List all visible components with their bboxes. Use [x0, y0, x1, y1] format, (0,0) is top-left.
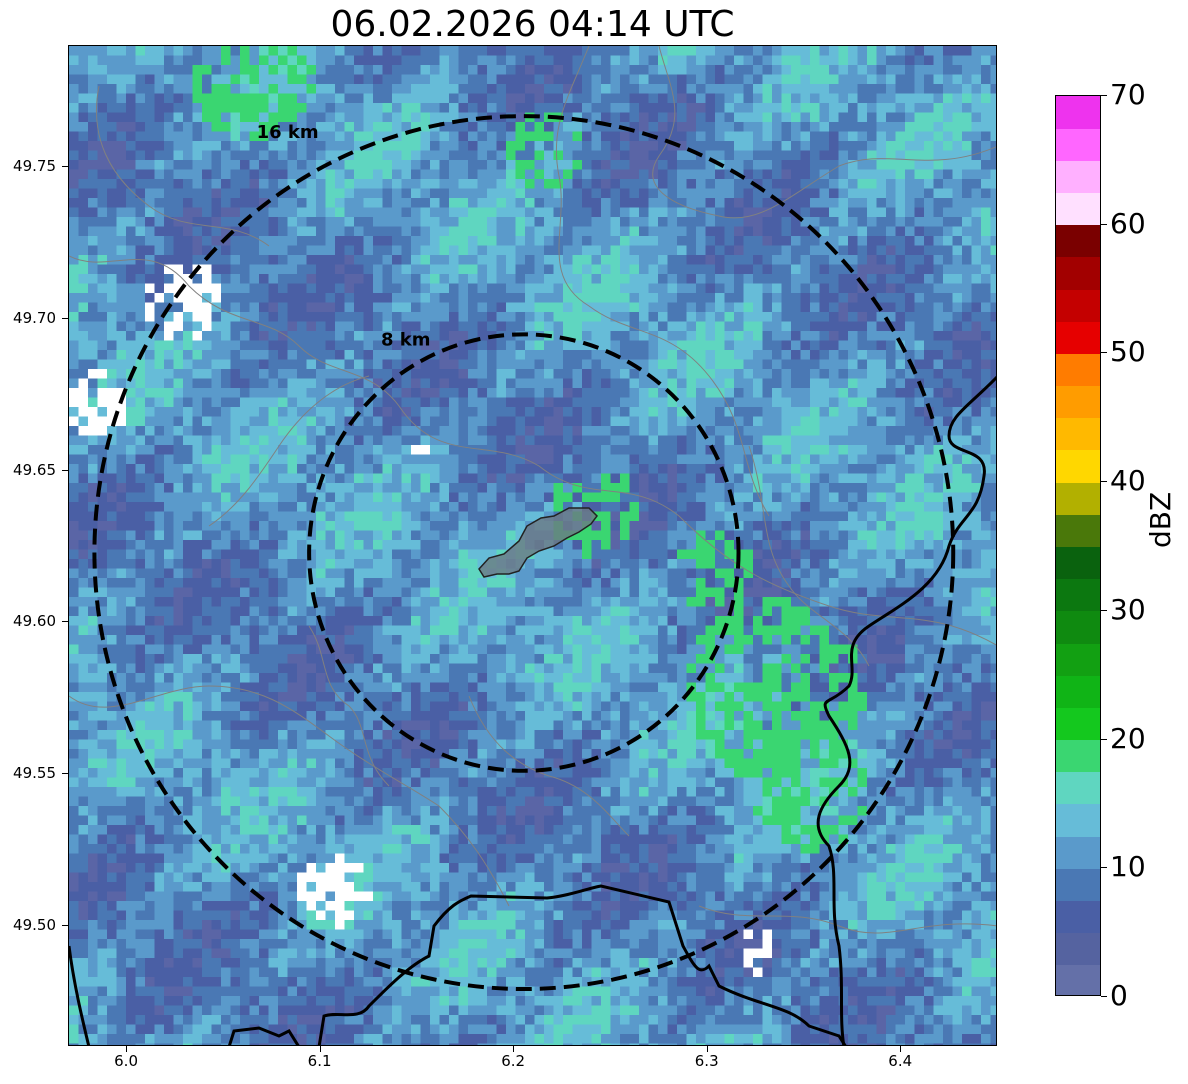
colorbar-tick-mark-6 — [1101, 223, 1107, 225]
colorbar-band-13 — [1056, 546, 1100, 580]
lat-tick-mark-4 — [62, 773, 68, 774]
colorbar-band-26 — [1056, 128, 1100, 161]
colorbar-band-21 — [1056, 289, 1100, 322]
colorbar-tick-mark-0 — [1101, 996, 1107, 997]
colorbar-band-24 — [1056, 192, 1100, 226]
colorbar-band-7 — [1056, 739, 1100, 773]
colorbar-band-25 — [1056, 160, 1100, 194]
colorbar-unit-label: dBZ — [1144, 491, 1177, 548]
country-borders — [69, 375, 996, 1045]
colorbar-tick-mark-7 — [1101, 95, 1107, 96]
lat-tick-label-0: 49.75 — [13, 157, 56, 176]
colorbar-band-4 — [1056, 836, 1100, 869]
lon-tick-mark-0 — [126, 1046, 128, 1052]
municipal-boundaries — [69, 46, 996, 934]
colorbar-band-0 — [1056, 964, 1100, 995]
lon-tick-label-4: 6.4 — [888, 1052, 913, 1070]
colorbar-tick-label-3: 30 — [1110, 592, 1146, 626]
radar-map[interactable]: 8 km 16 km — [68, 45, 997, 1046]
colorbar-tick-label-5: 50 — [1110, 335, 1146, 369]
colorbar-tick-label-1: 10 — [1110, 850, 1146, 884]
colorbar-band-8 — [1056, 707, 1100, 741]
colorbar-tick-mark-4 — [1101, 481, 1107, 483]
range-ring-label-1: 16 km — [257, 122, 319, 143]
colorbar-band-6 — [1056, 771, 1100, 805]
colorbar-tick-label-0: 0 — [1110, 978, 1128, 1012]
colorbar-band-17 — [1056, 417, 1100, 451]
lat-tick-label-3: 49.60 — [13, 612, 56, 631]
colorbar-band-3 — [1056, 868, 1100, 901]
colorbar-band-15 — [1056, 482, 1100, 515]
map-title: 06.02.2026 04:14 UTC — [330, 4, 735, 45]
colorbar-band-16 — [1056, 449, 1100, 483]
radar-map-canvas: 8 km 16 km — [69, 46, 996, 1045]
colorbar-band-19 — [1056, 353, 1100, 387]
colorbar-tick-mark-2 — [1101, 738, 1107, 740]
colorbar-band-5 — [1056, 803, 1100, 837]
colorbar-tick-label-2: 20 — [1110, 721, 1146, 755]
colorbar-band-10 — [1056, 643, 1100, 676]
colorbar-tick-label-6: 60 — [1110, 206, 1146, 240]
lon-tick-label-3: 6.3 — [694, 1052, 719, 1070]
range-ring-0 — [307, 332, 741, 773]
colorbar-band-14 — [1056, 514, 1100, 547]
lat-tick-mark-1 — [62, 318, 68, 319]
lat-tick-label-1: 49.70 — [13, 309, 56, 327]
colorbar-band-20 — [1056, 321, 1100, 354]
lon-tick-label-2: 6.2 — [501, 1052, 526, 1070]
colorbar-band-27 — [1056, 96, 1100, 129]
lat-tick-mark-5 — [62, 924, 68, 926]
lat-tick-label-4: 49.55 — [13, 764, 56, 782]
colorbar-band-1 — [1056, 932, 1100, 966]
lon-tick-mark-4 — [900, 1046, 902, 1052]
colorbar-band-23 — [1056, 224, 1100, 258]
lon-tick-mark-1 — [319, 1046, 321, 1052]
lon-tick-mark-3 — [706, 1046, 708, 1052]
colorbar-band-18 — [1056, 385, 1100, 419]
colorbar-tick-label-7: 70 — [1110, 77, 1146, 111]
lat-tick-label-2: 49.65 — [13, 460, 56, 479]
lon-tick-label-1: 6.1 — [307, 1052, 332, 1070]
lat-tick-mark-0 — [62, 166, 68, 168]
lat-tick-label-5: 49.50 — [13, 915, 56, 934]
colorbar-band-22 — [1056, 256, 1100, 290]
colorbar-band-11 — [1056, 610, 1100, 644]
lon-tick-label-0: 6.0 — [114, 1052, 138, 1070]
range-rings: 8 km 16 km — [92, 114, 956, 992]
city-outline — [478, 507, 598, 578]
colorbar-tick-mark-3 — [1101, 609, 1107, 611]
range-ring-label-0: 8 km — [381, 329, 431, 350]
colorbar-tick-mark-1 — [1101, 867, 1107, 869]
lat-tick-mark-2 — [62, 469, 68, 471]
lat-tick-mark-3 — [62, 621, 68, 623]
colorbar-band-9 — [1056, 675, 1100, 708]
lon-tick-mark-2 — [513, 1046, 515, 1052]
range-ring-1 — [92, 114, 956, 992]
reflectivity-colorbar — [1055, 95, 1101, 996]
colorbar-band-12 — [1056, 578, 1100, 612]
colorbar-tick-label-4: 40 — [1110, 463, 1146, 497]
colorbar-band-2 — [1056, 900, 1100, 934]
colorbar-tick-mark-5 — [1101, 352, 1107, 354]
